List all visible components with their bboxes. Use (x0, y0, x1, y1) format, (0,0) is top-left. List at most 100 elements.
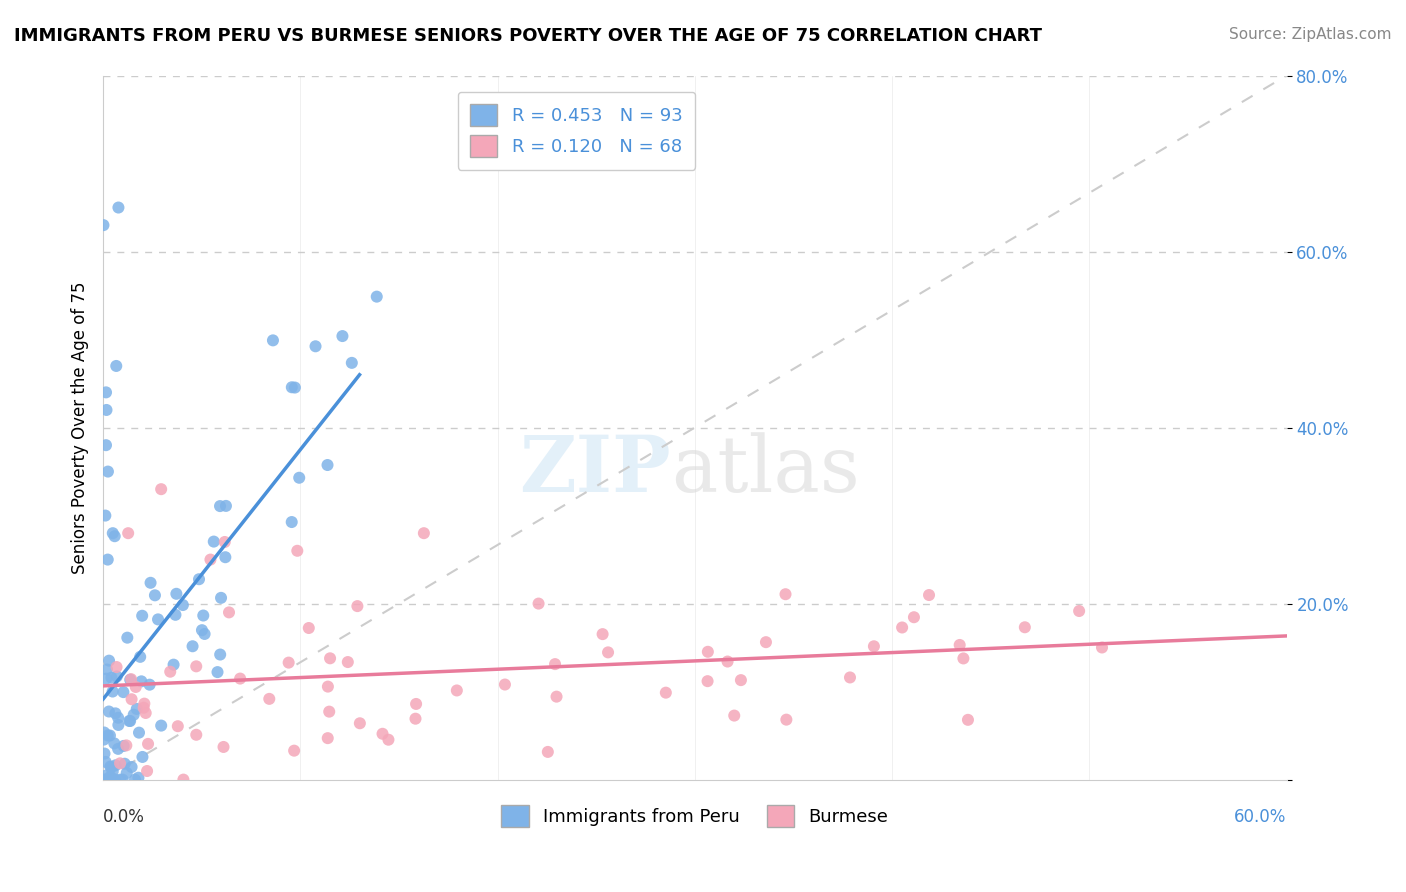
Point (207, 665, 229, 679)
Point (775, 713, 797, 727)
Point (200, 552, 222, 566)
Point (120, 672, 142, 686)
Point (122, 707, 145, 722)
Point (336, 655, 359, 669)
Point (114, 756, 136, 771)
Point (1091, 640, 1114, 655)
Point (128, 725, 150, 739)
Point (172, 598, 194, 612)
Point (377, 732, 399, 747)
Point (262, 334, 284, 348)
Point (101, 526, 124, 541)
Point (918, 588, 941, 602)
Point (117, 526, 139, 541)
Point (304, 339, 326, 353)
Point (202, 534, 225, 549)
Point (107, 742, 129, 756)
Point (318, 705, 340, 719)
Point (125, 702, 148, 716)
Point (446, 683, 468, 698)
Point (172, 772, 194, 787)
Point (214, 535, 236, 549)
Point (107, 711, 129, 725)
Point (100, 760, 122, 774)
Point (105, 669, 128, 683)
Point (94, 385, 117, 400)
Point (193, 608, 215, 623)
Point (544, 657, 567, 672)
Point (150, 482, 173, 496)
Text: ZIP: ZIP (520, 432, 671, 508)
Point (132, 700, 155, 714)
Point (134, 697, 156, 711)
Point (97, 705, 120, 719)
Point (103, 736, 125, 750)
Point (949, 638, 972, 652)
Text: atlas: atlas (671, 432, 860, 508)
Point (136, 764, 159, 778)
Point (135, 706, 157, 720)
Point (214, 550, 236, 565)
Point (229, 672, 252, 686)
Point (129, 649, 152, 664)
Point (891, 620, 914, 634)
Point (105, 660, 128, 674)
Point (101, 772, 124, 787)
Point (107, 718, 129, 732)
Point (97, 552, 120, 566)
Point (366, 290, 388, 304)
Point (93, 747, 115, 761)
Point (215, 499, 238, 513)
Point (209, 648, 232, 662)
Point (596, 645, 619, 659)
Point (136, 737, 159, 751)
Point (131, 750, 153, 764)
Point (107, 201, 129, 215)
Point (127, 771, 149, 785)
Point (143, 588, 166, 602)
Point (259, 691, 281, 706)
Point (280, 515, 302, 529)
Point (283, 744, 305, 758)
Point (775, 587, 797, 601)
Point (755, 635, 778, 649)
Point (97, 465, 120, 479)
Point (191, 623, 214, 637)
Point (592, 627, 614, 641)
Point (150, 718, 173, 732)
Point (319, 651, 342, 665)
Point (121, 760, 143, 774)
Point (696, 645, 718, 659)
Point (138, 678, 160, 692)
Point (120, 673, 142, 687)
Point (288, 471, 311, 485)
Point (97, 772, 120, 787)
Point (96, 672, 118, 686)
Point (131, 608, 153, 623)
Point (716, 655, 738, 669)
Point (281, 380, 304, 394)
Point (316, 458, 339, 472)
Point (371, 727, 394, 741)
Point (209, 591, 232, 605)
Point (100, 770, 122, 784)
Point (1069, 604, 1091, 618)
Point (166, 719, 188, 733)
Point (730, 673, 752, 687)
Point (98, 759, 121, 773)
Point (186, 728, 208, 742)
Point (93, 772, 115, 787)
Point (101, 684, 124, 698)
Point (93, 725, 115, 739)
Point (121, 692, 143, 706)
Point (1014, 620, 1036, 634)
Point (115, 739, 138, 753)
Point (527, 597, 550, 611)
Point (94, 438, 117, 452)
Point (316, 680, 339, 694)
Point (956, 713, 979, 727)
Point (218, 606, 240, 620)
Point (188, 572, 211, 586)
Point (186, 659, 208, 673)
Point (298, 621, 321, 635)
